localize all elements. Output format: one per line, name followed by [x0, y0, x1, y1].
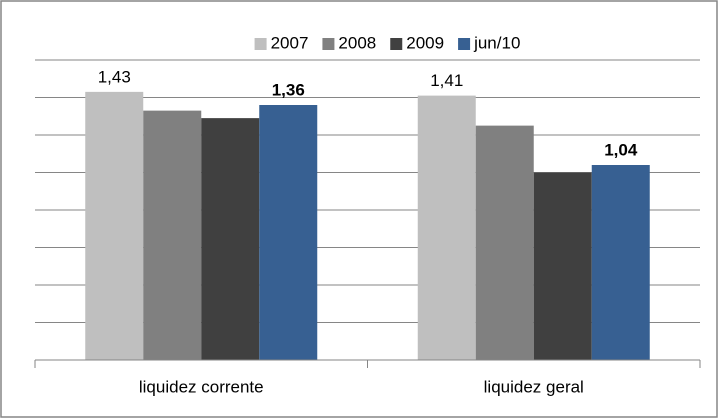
data-label: 1,41: [430, 71, 463, 90]
legend-swatch: [390, 38, 403, 50]
bar: [259, 105, 318, 360]
legend-swatch: [322, 38, 335, 50]
x-tick-label: liquidez corrente: [139, 377, 264, 396]
bar: [591, 165, 650, 360]
bar: [201, 118, 260, 360]
legend-label: 2008: [338, 33, 376, 52]
data-label: 1,04: [604, 140, 638, 159]
bar: [417, 95, 476, 360]
data-label: 1,36: [272, 80, 305, 99]
legend-swatch: [254, 38, 267, 50]
data-label: 1,43: [98, 67, 131, 86]
x-tick-label: liquidez geral: [484, 377, 584, 396]
legend: 2007 2008 2009 jun/10: [254, 33, 520, 52]
legend-swatch: [458, 38, 471, 50]
legend-label: jun/10: [473, 33, 520, 52]
bar: [85, 91, 144, 360]
bar: [143, 110, 202, 360]
legend-label: 2009: [406, 33, 444, 52]
legend-label: 2007: [271, 33, 309, 52]
bar: [533, 172, 592, 360]
bar: [475, 125, 534, 360]
